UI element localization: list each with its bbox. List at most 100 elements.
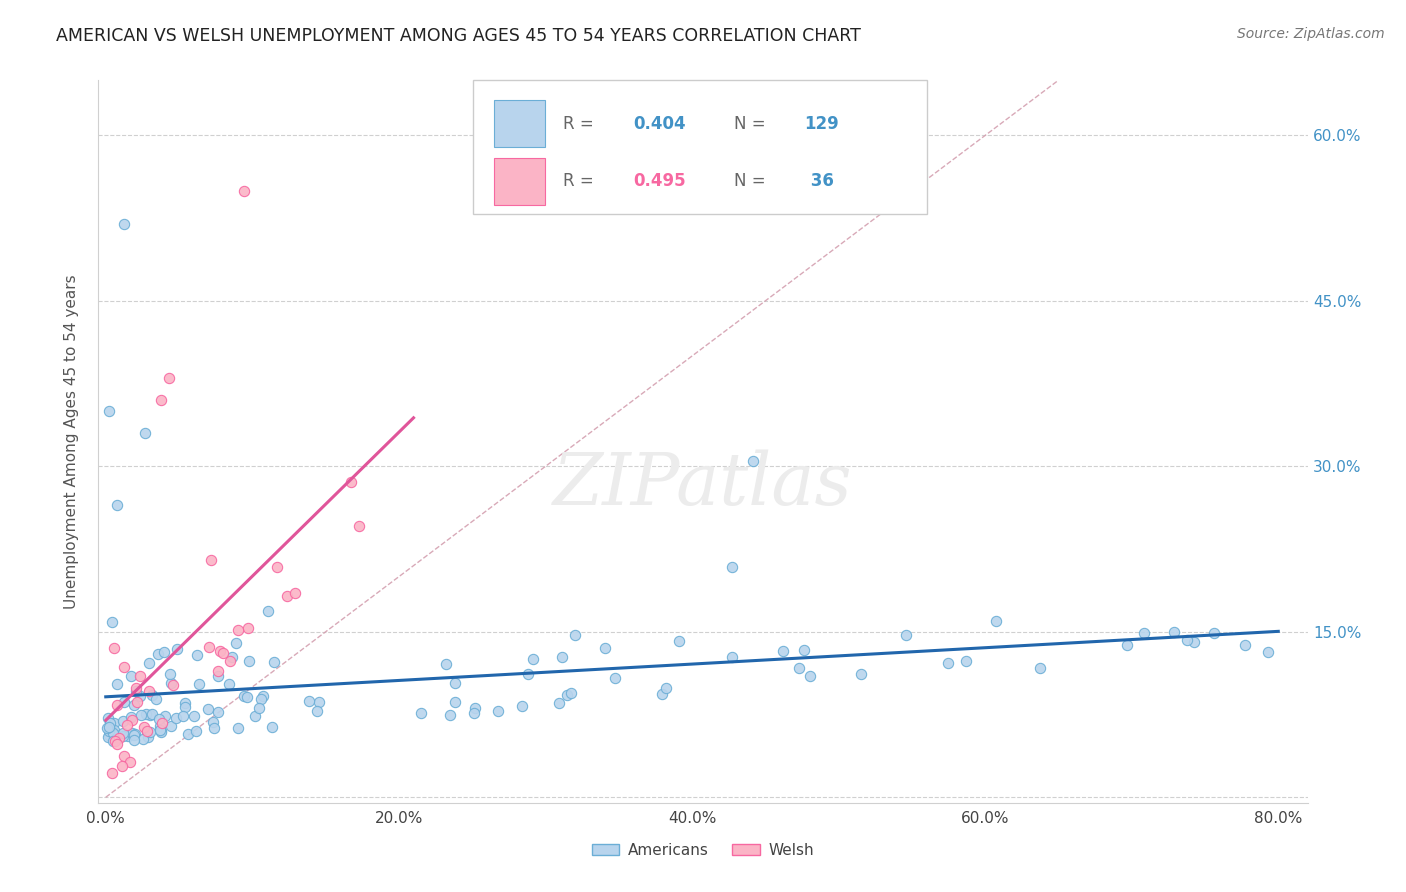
Point [307,704,329,718]
FancyBboxPatch shape [494,100,544,147]
Point [98,720,121,734]
Point [721,649,744,664]
Point [409,706,432,720]
Point [517,667,540,681]
Point [221,650,243,665]
Point [128,690,150,704]
Point [247,701,270,715]
Text: N =: N = [734,172,772,190]
Point [188,677,211,691]
Point [104,728,127,742]
Point [108,731,131,745]
Point [136,731,159,745]
Point [149,723,172,737]
Point [233,184,256,198]
Point [772,643,794,657]
Point [134,426,156,441]
Point [1257,645,1279,659]
Point [112,749,135,764]
Point [97,727,120,741]
Point [122,728,145,742]
Point [651,687,673,701]
Point [1175,633,1198,648]
Point [138,707,160,722]
Point [165,711,187,725]
Point [1182,635,1205,649]
Point [789,660,811,674]
Point [560,686,582,700]
Point [207,706,229,720]
Point [186,724,208,739]
Point [152,644,174,658]
Text: Source: ZipAtlas.com: Source: ZipAtlas.com [1237,27,1385,41]
Point [200,553,222,567]
Point [250,692,273,706]
Point [197,640,219,655]
Point [463,706,485,720]
Point [149,719,172,733]
Point [111,759,134,773]
Point [98,716,121,731]
FancyBboxPatch shape [494,158,544,205]
Point [132,731,155,746]
Point [1204,625,1226,640]
Point [233,690,256,704]
Point [157,371,180,385]
Point [238,654,260,668]
Point [145,692,167,706]
Point [121,726,143,740]
Point [668,633,690,648]
Point [117,718,139,732]
Point [936,656,959,670]
Point [655,681,678,696]
Point [439,708,461,723]
Point [1029,661,1052,675]
Point [172,708,194,723]
Point [260,719,283,733]
Point [122,733,145,747]
Text: R =: R = [562,172,599,190]
Legend: Americans, Welsh: Americans, Welsh [585,837,821,863]
Point [121,713,143,727]
Y-axis label: Unemployment Among Ages 45 to 54 years: Unemployment Among Ages 45 to 54 years [65,274,79,609]
Point [98,404,121,418]
Point [211,646,233,660]
Point [125,684,148,698]
Point [1115,638,1137,652]
Point [101,726,124,740]
Point [347,519,370,533]
Point [111,726,134,740]
Point [162,678,184,692]
Point [894,628,917,642]
Point [266,560,288,574]
Point [236,690,259,704]
Point [159,719,181,733]
Point [117,729,139,743]
Text: 36: 36 [804,172,834,190]
Point [150,716,173,731]
Point [138,656,160,670]
Point [128,669,150,683]
Point [243,708,266,723]
Point [141,706,163,721]
FancyBboxPatch shape [474,80,927,214]
Point [510,699,533,714]
Point [101,734,124,748]
Point [183,708,205,723]
Point [444,695,467,709]
Point [1163,624,1185,639]
Point [595,641,617,656]
Text: 0.404: 0.404 [633,115,686,133]
Point [159,676,181,690]
Point [125,681,148,695]
Point [340,475,363,489]
Point [434,657,457,672]
Point [112,714,135,728]
Point [208,644,231,658]
Point [101,766,124,780]
Point [228,623,250,637]
Point [118,755,141,769]
Point [112,217,135,231]
Point [139,724,162,739]
Point [120,669,142,683]
